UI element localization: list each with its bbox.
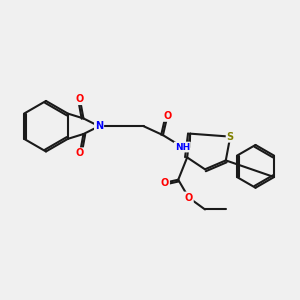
Text: O: O <box>184 193 193 202</box>
Text: O: O <box>163 111 172 121</box>
Text: S: S <box>227 132 234 142</box>
Text: N: N <box>95 121 103 131</box>
Text: NH: NH <box>175 142 190 152</box>
Text: O: O <box>76 148 84 158</box>
Text: O: O <box>76 94 84 104</box>
Text: O: O <box>161 178 169 188</box>
